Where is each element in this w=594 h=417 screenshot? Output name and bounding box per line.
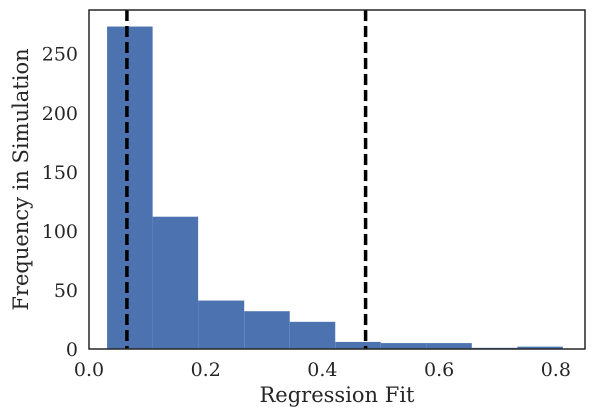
histogram-bar xyxy=(107,26,153,349)
x-tick-label: 0.4 xyxy=(307,359,337,381)
plot-frame xyxy=(88,9,586,350)
x-tick-label: 0.8 xyxy=(541,359,571,381)
y-tick-label: 250 xyxy=(42,44,78,66)
histogram-bar xyxy=(152,216,199,349)
histogram-bar xyxy=(289,321,336,349)
histogram-bar xyxy=(380,343,427,349)
x-axis-label: Regression Fit xyxy=(260,383,416,407)
histogram-bar xyxy=(198,300,245,349)
x-tick-label: 0.2 xyxy=(191,359,221,381)
histogram-bar xyxy=(426,343,472,349)
histogram-bar xyxy=(244,311,290,349)
histogram-bars xyxy=(107,26,563,349)
y-axis-ticks: 0 50 100 150 200 250 xyxy=(42,44,78,361)
reference-lines xyxy=(125,10,368,349)
y-tick-label: 150 xyxy=(42,162,78,184)
x-tick-label: 0.0 xyxy=(74,359,104,381)
y-tick-label: 200 xyxy=(42,103,78,125)
x-tick-label: 0.6 xyxy=(424,359,454,381)
histogram-bar xyxy=(517,346,563,349)
x-axis-ticks: 0.0 0.2 0.4 0.6 0.8 xyxy=(74,359,571,381)
y-tick-label: 50 xyxy=(54,280,78,302)
y-axis-label: Frequency in Simulation xyxy=(9,48,33,310)
y-tick-label: 100 xyxy=(42,221,78,243)
y-tick-label: 0 xyxy=(66,339,78,361)
histogram-bar xyxy=(335,341,381,349)
